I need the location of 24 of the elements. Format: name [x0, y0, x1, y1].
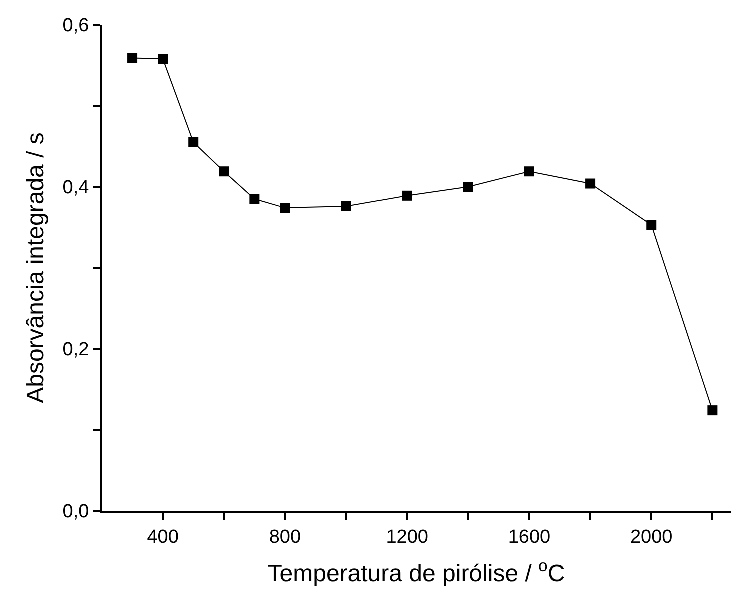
x-tick-label: 800	[269, 526, 302, 548]
x-tick-label: 1600	[508, 526, 551, 548]
y-tick-label: 0,4	[62, 178, 90, 199]
x-tick-label: 1200	[386, 526, 428, 548]
point	[708, 406, 718, 416]
point	[219, 166, 230, 177]
point	[158, 54, 168, 64]
point	[586, 178, 596, 189]
point	[280, 203, 290, 214]
y-tick-label: 0,6	[62, 16, 90, 37]
x-axis-title: Temperatura de pirólise / $^{o}$C	[268, 556, 566, 588]
y-tick-label: 0,2	[62, 340, 90, 361]
y-tick-label: 0,0	[62, 502, 90, 523]
point	[341, 201, 352, 212]
point	[646, 220, 657, 230]
point	[463, 182, 474, 192]
x-tick-label: 2000	[630, 526, 673, 548]
y-axis-title: Absorvância integrada / s	[22, 132, 50, 404]
x-tick-label: 400	[147, 526, 179, 548]
point	[250, 194, 260, 204]
point	[188, 137, 199, 148]
point	[128, 53, 138, 64]
point	[524, 166, 534, 177]
point	[402, 190, 412, 201]
